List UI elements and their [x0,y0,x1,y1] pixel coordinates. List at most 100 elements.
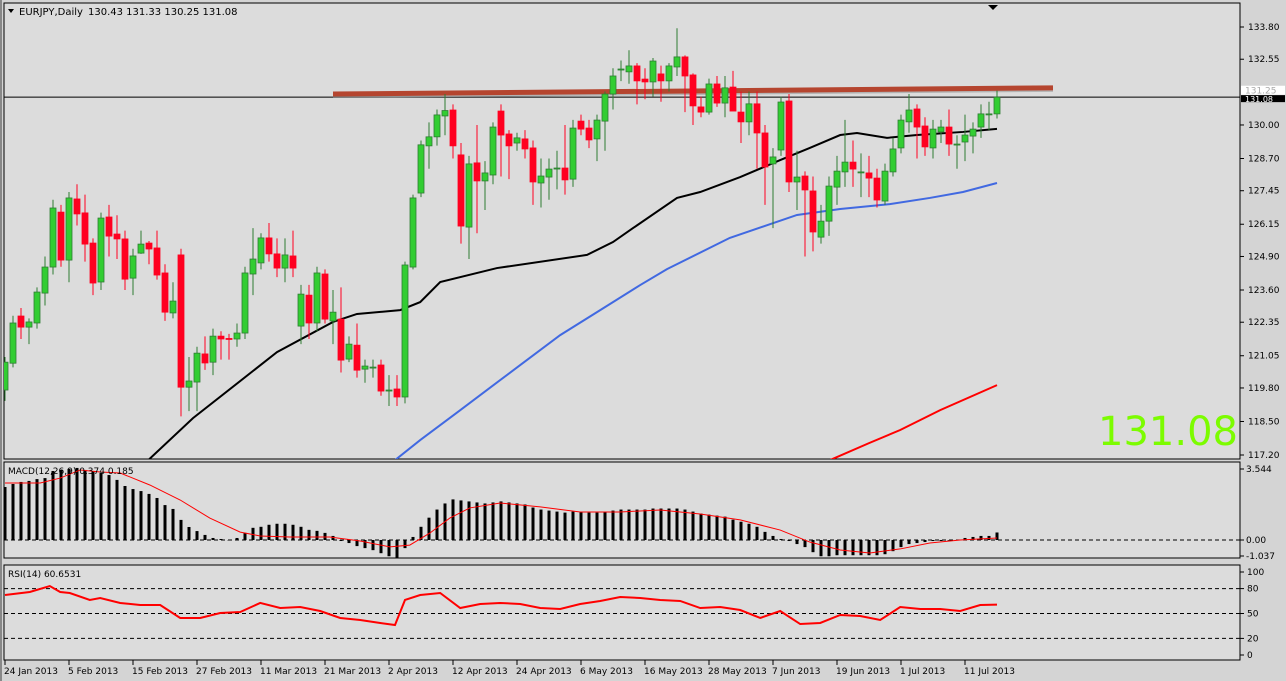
macd-histogram-bar [627,509,631,540]
macd-histogram-bar [547,510,551,540]
price-tick-label: 121.05 [1248,352,1280,362]
macd-histogram-bar [227,540,231,541]
candle-bear [785,100,793,183]
chart-shift-marker-icon[interactable] [988,5,998,10]
macd-histogram-bar [923,540,927,543]
candle-bear [657,73,665,82]
triangle-down-icon[interactable] [8,9,14,13]
macd-histogram-bar [939,540,943,542]
candle-bull [985,113,993,116]
candle-bull [649,60,657,83]
macd-histogram-bar [691,511,695,540]
candle-bear [761,132,769,168]
candle-bear [737,111,745,123]
candle-bull [609,75,617,95]
macd-histogram-bar [251,527,255,540]
candle-bear [681,56,689,77]
macd-histogram-bar [707,514,711,540]
macd-histogram-bar [43,478,47,540]
candle-bull [193,352,201,383]
macd-histogram-bar [683,509,687,540]
candle-bull [345,343,353,360]
macd-histogram-bar [907,540,911,545]
candle-bull [769,156,777,165]
macd-histogram-bar [787,540,791,542]
rsi-tick-label: 80 [1247,585,1259,595]
macd-histogram-bar [419,526,423,540]
macd-histogram-bar [827,540,831,557]
macd-histogram-bar [315,530,319,540]
ma-blue-line [394,182,998,459]
macd-histogram-bar [723,516,727,540]
candle-bull [673,56,681,68]
macd-histogram-bar [307,529,311,540]
macd-histogram-bar [555,511,559,540]
candle-bull [953,143,961,146]
candle-bull [233,332,241,340]
candle-bear [505,133,513,147]
macd-histogram-bar [539,509,543,540]
price-tick-label: 124.90 [1248,252,1280,262]
candle-bear [121,238,129,280]
date-tick-label: 27 Feb 2013 [196,667,252,677]
price-tick-label: 126.15 [1248,220,1280,230]
macd-histogram-bar [51,470,55,540]
macd-histogram-bar [427,517,431,540]
date-tick-label: 19 Jun 2013 [836,667,890,677]
candle-bull [129,255,137,279]
candle-bull [425,136,433,147]
ma-black-line [147,127,998,459]
candle-bear [265,237,273,255]
macd-histogram-bar [67,468,71,540]
macd-histogram-bar [35,479,39,540]
candle-bull [297,293,305,327]
candle-bear [561,167,569,181]
rsi-pane[interactable] [3,564,1241,661]
candle-bull [881,170,889,202]
macd-histogram-bar [803,540,807,548]
bid-price-label-box [1241,95,1285,103]
candle-bull [137,243,145,254]
candle-bull [329,311,337,322]
price-pane[interactable] [3,2,1241,460]
candle-bull [9,322,17,364]
big-price-readout: 131.08 [1098,409,1238,455]
macd-histogram-bar [843,540,847,556]
candle-bull [889,148,897,173]
price-tick-label: 122.35 [1248,318,1280,328]
candle-bull [793,176,801,183]
macd-histogram-bar [83,469,87,540]
date-tick-label: 28 May 2013 [708,667,767,677]
macd-histogram-bar [211,537,215,540]
macd-histogram-bar [195,531,199,540]
candle-bear [113,233,121,240]
macd-histogram-bar [19,481,23,540]
candle-bull [537,175,545,184]
candle-bear [217,335,225,340]
candle-bull [937,126,945,133]
candle-bear [225,338,233,340]
candle-bull [369,366,377,369]
macd-histogram-bar [147,493,151,540]
candle-bull [833,170,841,188]
macd-histogram-bar [883,540,887,555]
candle-bull [465,163,473,228]
macd-histogram-bar [947,540,951,541]
candle-bull [489,126,497,176]
price-tick-label: 117.20 [1248,451,1280,461]
rsi-tick-label: 100 [1247,568,1264,578]
candle-bear [145,242,153,250]
macd-histogram-bar [235,537,239,540]
candle-bear [697,106,705,113]
candle-bull [905,109,913,123]
candle-bull [961,134,969,143]
candle-bull [41,266,49,294]
ma-red-line [829,384,998,459]
macd-histogram-bar [747,523,751,540]
candle-bull [409,197,417,268]
macd-histogram-bar [379,540,383,554]
candle-bear [529,147,537,183]
macd-histogram-bar [515,503,519,540]
macd-histogram-bar [171,508,175,540]
